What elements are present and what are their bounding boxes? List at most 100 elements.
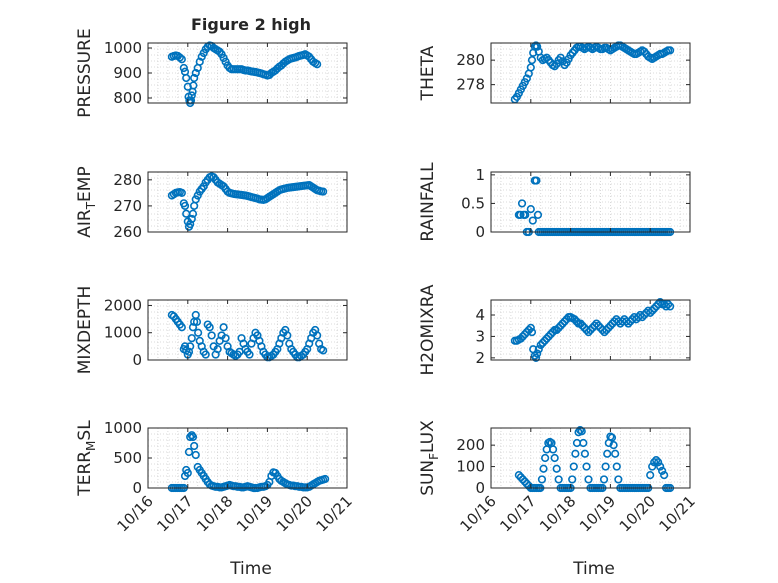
data-point <box>522 479 531 488</box>
axes-frame <box>147 171 348 233</box>
ylabel: TERRMSL <box>75 420 98 497</box>
data-point <box>646 471 655 480</box>
data-point <box>552 464 561 473</box>
data-point <box>188 432 198 442</box>
data-point <box>313 60 322 69</box>
ytick-label: 0 <box>132 351 142 369</box>
data-point <box>189 81 198 90</box>
data-point <box>548 328 557 337</box>
ytick-label: 0.5 <box>461 194 485 212</box>
data-point <box>221 334 230 343</box>
data-point <box>184 447 194 457</box>
data-point <box>191 195 200 204</box>
data-point <box>556 321 565 330</box>
ytick-label: 270 <box>113 197 142 215</box>
data-point <box>558 319 567 328</box>
subplot-2: 278 280 THETA <box>418 41 691 104</box>
data-point <box>544 332 553 341</box>
data-point <box>533 210 543 219</box>
ytick-label: 0 <box>475 479 485 497</box>
data-point <box>541 453 550 463</box>
data-point <box>175 53 184 62</box>
ylabel: THETA <box>418 45 438 101</box>
ytick-label: 260 <box>113 223 142 241</box>
data-point <box>188 323 198 332</box>
data-point <box>624 319 633 328</box>
data-point <box>554 475 563 484</box>
subplot-1: 800 900 1000 PRESSURE <box>75 28 348 118</box>
data-point <box>193 191 202 200</box>
data-point <box>584 475 593 484</box>
data-point <box>665 46 675 55</box>
data-point <box>546 330 555 339</box>
data-point <box>180 342 190 351</box>
data-point <box>190 73 199 83</box>
data-point <box>518 332 527 341</box>
data-point <box>652 456 661 465</box>
data-point <box>184 347 194 356</box>
axes-frame <box>147 299 348 361</box>
data-point <box>187 91 196 100</box>
data-point <box>534 345 543 354</box>
ylabel: RAINFALL <box>418 162 438 242</box>
data-point <box>560 317 569 326</box>
data-point <box>182 73 191 83</box>
data-point <box>520 330 529 339</box>
data-point <box>526 63 535 72</box>
data-point <box>245 350 254 359</box>
data-point <box>570 315 579 324</box>
data-point <box>594 321 603 330</box>
data-point <box>520 477 529 486</box>
axes-frame <box>490 42 691 104</box>
data-point <box>580 449 590 458</box>
data-point <box>521 210 530 219</box>
data-point <box>191 68 200 78</box>
data-point <box>665 302 675 311</box>
axes-frame <box>490 299 691 361</box>
xlabel-right: Time <box>572 559 615 579</box>
data-point <box>191 450 200 460</box>
data-point <box>554 323 563 332</box>
data-point <box>586 325 595 335</box>
data-point <box>532 176 541 185</box>
ylabel: PRESSURE <box>75 28 95 117</box>
data-point <box>190 441 199 451</box>
data-point <box>522 74 531 83</box>
data-point <box>517 199 527 208</box>
subplot-6: 2 3 4 H2OMIXRA <box>418 284 691 376</box>
data-point <box>579 438 588 448</box>
data-point <box>576 319 585 328</box>
data-point <box>602 325 611 335</box>
data-point <box>177 188 186 197</box>
data-point <box>603 449 612 458</box>
subplot-5: 0 1000 2000 MIXDEPTH <box>75 286 348 375</box>
ylabel: H2OMIXRA <box>418 284 438 375</box>
data-point <box>646 308 655 317</box>
data-point <box>582 462 591 471</box>
ytick-label: 2 <box>475 349 485 367</box>
data-point <box>572 317 581 326</box>
xlabel-left: Time <box>229 559 272 579</box>
data-point <box>219 323 228 332</box>
data-point <box>516 473 525 482</box>
data-point <box>177 55 186 64</box>
data-point <box>542 334 551 343</box>
data-point <box>550 453 559 463</box>
data-point <box>638 313 647 322</box>
data-point <box>568 475 577 484</box>
data-point <box>194 328 203 337</box>
data-point <box>177 323 186 332</box>
data-point <box>186 220 195 229</box>
ytick-label: 1000 <box>104 419 142 437</box>
data-point <box>179 63 188 73</box>
data-point <box>606 321 615 330</box>
data-point <box>552 325 561 335</box>
data-point <box>531 353 541 362</box>
ytick-label: 278 <box>456 76 485 94</box>
data-point <box>569 462 578 471</box>
data-point <box>600 328 609 337</box>
ylabel: MIXDEPTH <box>75 286 95 375</box>
data-point <box>650 458 659 467</box>
figure-title: Figure 2 high <box>191 15 311 34</box>
